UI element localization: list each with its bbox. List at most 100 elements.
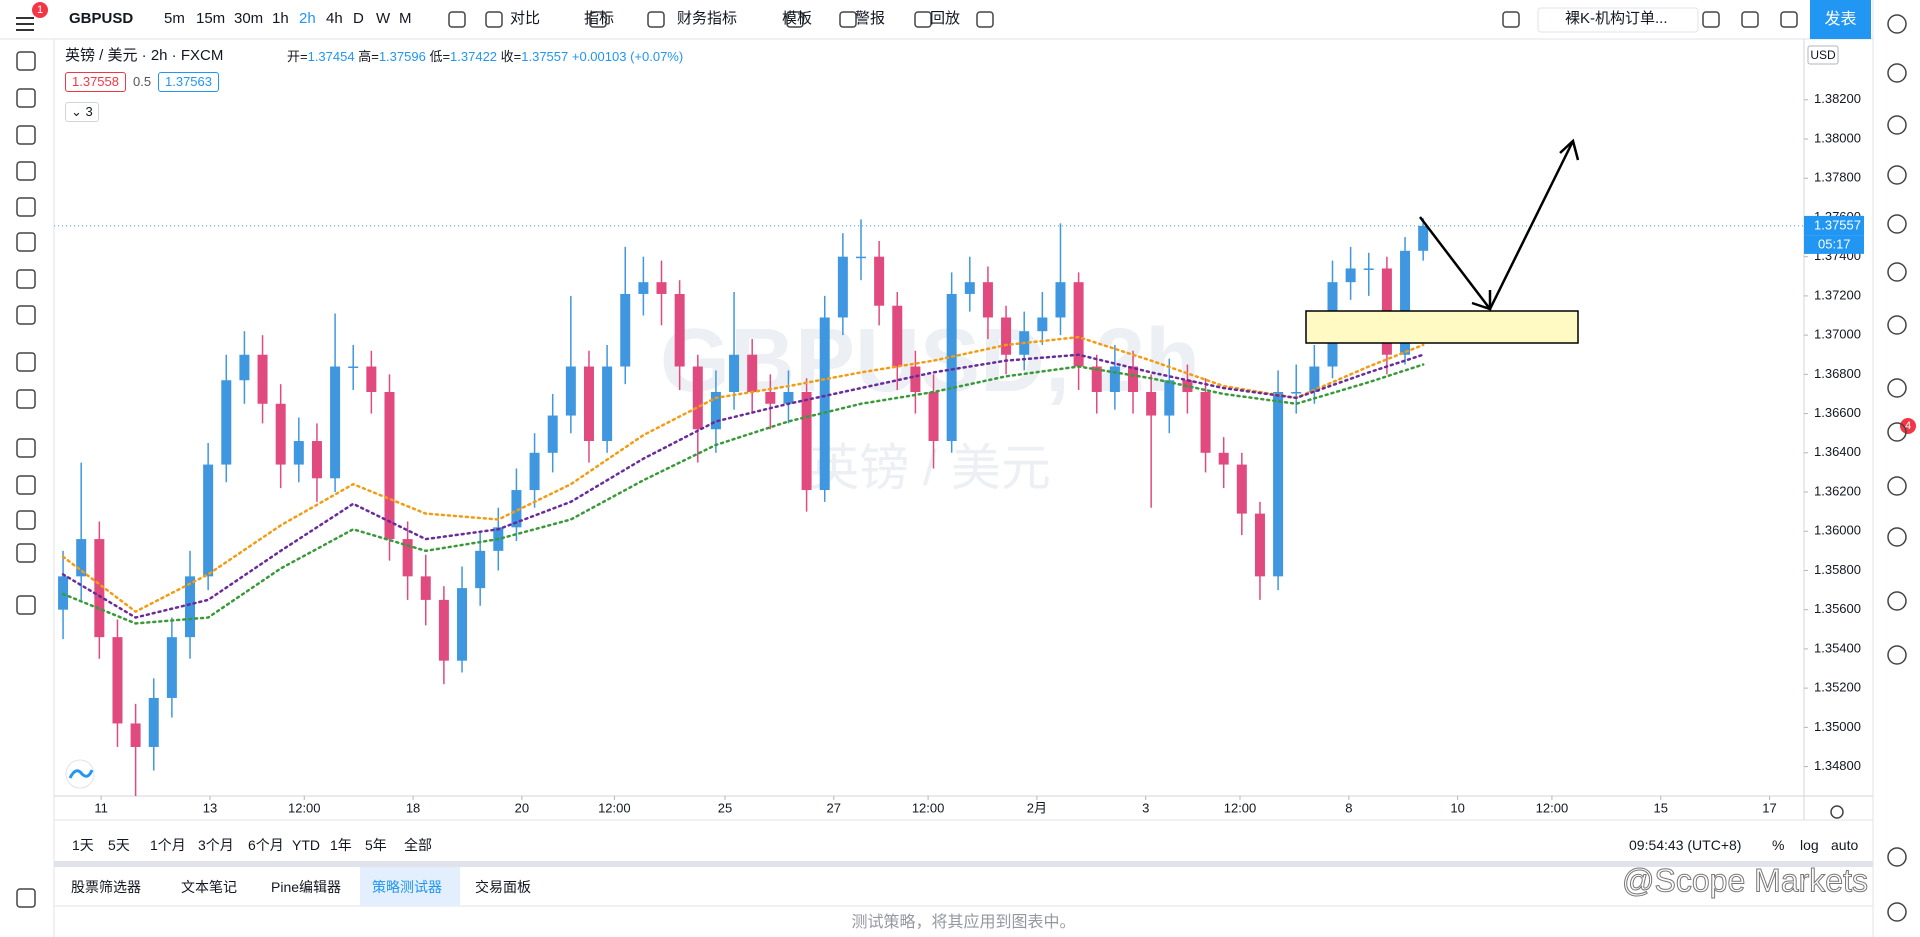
publish-button[interactable]: 发表 [1810, 0, 1871, 39]
auto-toggle[interactable]: auto [1831, 837, 1859, 853]
interval[interactable]: D [353, 10, 364, 27]
side-icon[interactable] [1887, 847, 1907, 867]
range-button[interactable]: 5天 [108, 837, 130, 853]
tool-icon[interactable] [16, 352, 36, 372]
interval[interactable]: 15m [196, 10, 226, 27]
panel-tab[interactable]: 策略测试器 [372, 879, 442, 895]
panel-tab[interactable]: 股票筛选器 [71, 879, 141, 895]
drawn-path[interactable] [1419, 140, 1575, 312]
tool-icon[interactable] [16, 305, 36, 325]
logo[interactable] [65, 759, 95, 789]
side-icon[interactable] [1887, 165, 1907, 185]
financials[interactable]: 财务指标 [677, 10, 738, 27]
panel-tab[interactable]: 交易面板 [475, 879, 531, 895]
search-box[interactable] [1537, 7, 1699, 33]
percent-toggle[interactable]: % [1772, 837, 1785, 853]
side-icon[interactable] [1887, 262, 1907, 282]
layout-name[interactable]: 裸K-机构订单... [1565, 10, 1668, 27]
range-button[interactable]: 1年 [330, 837, 352, 853]
interval[interactable]: M [399, 10, 412, 27]
symbol[interactable]: GBPUSD [69, 10, 134, 27]
toolbar-icon[interactable] [485, 11, 503, 28]
side-icon[interactable] [1887, 315, 1907, 335]
alert[interactable]: 警报 [855, 10, 886, 27]
toolbar-icon[interactable] [914, 11, 932, 28]
side-icon[interactable] [1887, 115, 1907, 135]
range-button[interactable]: 1个月 [150, 837, 186, 853]
toolbar-icon[interactable] [1502, 11, 1520, 28]
interval[interactable]: 4h [326, 10, 343, 27]
tool-icon[interactable] [16, 269, 36, 289]
side-icon[interactable] [1887, 591, 1907, 611]
side-icon[interactable] [1887, 476, 1907, 496]
toolbar-icon[interactable] [839, 11, 857, 28]
side-icon[interactable] [1887, 63, 1907, 83]
tool-icon[interactable] [16, 543, 36, 563]
toolbar-icon[interactable] [448, 11, 466, 28]
tool-icon[interactable] [16, 197, 36, 217]
toolbar-icon[interactable] [647, 11, 665, 28]
candle-body [1037, 317, 1048, 332]
compare[interactable]: 对比 [510, 10, 541, 27]
templates[interactable]: 模板 [782, 10, 813, 27]
interval[interactable]: 1h [272, 10, 289, 27]
interval[interactable]: W [376, 10, 391, 27]
candle-body [1055, 282, 1066, 318]
legend-ohlc: 开=1.37454 高=1.37596 低=1.37422 收=1.37557 … [287, 48, 683, 66]
candle-body [1363, 268, 1374, 270]
bid[interactable]: 1.37558 [65, 72, 126, 92]
side-icon[interactable] [1887, 902, 1907, 922]
tool-icon[interactable] [16, 232, 36, 252]
side-icon[interactable] [1887, 527, 1907, 547]
settings-icon[interactable] [1830, 805, 1844, 819]
panel-tab[interactable]: Pine编辑器 [271, 879, 342, 895]
interval[interactable]: 5m [164, 10, 185, 27]
replay[interactable]: 回放 [930, 10, 961, 27]
indicator-toggle[interactable]: ⌄ 3 [65, 102, 99, 122]
candle-body [275, 403, 286, 465]
candle-body [892, 305, 903, 367]
range-button[interactable]: 3个月 [198, 837, 234, 853]
range-button[interactable]: YTD [292, 837, 320, 853]
toolbar-icon[interactable] [976, 11, 994, 28]
toolbar-icon[interactable] [1702, 11, 1720, 28]
ohlc-label: 低= [429, 49, 451, 64]
candle-body [928, 392, 939, 442]
ohlc-label: 收= [500, 49, 522, 64]
tool-icon[interactable] [16, 595, 36, 615]
toolbar-icon[interactable] [589, 11, 607, 28]
toolbar-icon[interactable] [1741, 11, 1759, 28]
x-tick-label: 12:00 [598, 800, 631, 815]
candle-body [239, 354, 250, 381]
side-icon[interactable] [1887, 378, 1907, 398]
panel-tab[interactable]: 文本笔记 [181, 879, 237, 895]
toolbar-icon[interactable] [1780, 11, 1798, 28]
interval[interactable]: 2h [299, 10, 316, 27]
tool-icon[interactable] [16, 438, 36, 458]
range-button[interactable]: 6个月 [248, 837, 284, 853]
tool-icon[interactable] [16, 51, 36, 71]
tool-icon[interactable] [16, 475, 36, 495]
y-tick-label: 1.35400 [1814, 640, 1861, 655]
side-icon[interactable] [1887, 422, 1907, 442]
side-icon[interactable] [1887, 214, 1907, 234]
tool-icon[interactable] [16, 161, 36, 181]
log-toggle[interactable]: log [1800, 837, 1819, 853]
tool-icon[interactable] [16, 888, 36, 908]
side-icon[interactable] [1887, 645, 1907, 665]
tool-icon[interactable] [16, 125, 36, 145]
tool-icon[interactable] [16, 510, 36, 530]
tool-icon[interactable] [16, 389, 36, 409]
interval[interactable]: 30m [234, 10, 264, 27]
tool-icon[interactable] [16, 88, 36, 108]
indicators[interactable]: 指标 [584, 10, 615, 27]
drawn-rectangle[interactable] [1305, 310, 1579, 344]
range-button[interactable]: 5年 [365, 837, 387, 853]
side-icon[interactable] [1887, 14, 1907, 34]
currency-box[interactable] [1807, 45, 1839, 65]
ask[interactable]: 1.37563 [158, 72, 219, 92]
toolbar-icon[interactable] [786, 11, 804, 28]
candle-body [1146, 392, 1157, 416]
range-button[interactable]: 1天 [72, 837, 94, 853]
range-button[interactable]: 全部 [404, 837, 432, 853]
